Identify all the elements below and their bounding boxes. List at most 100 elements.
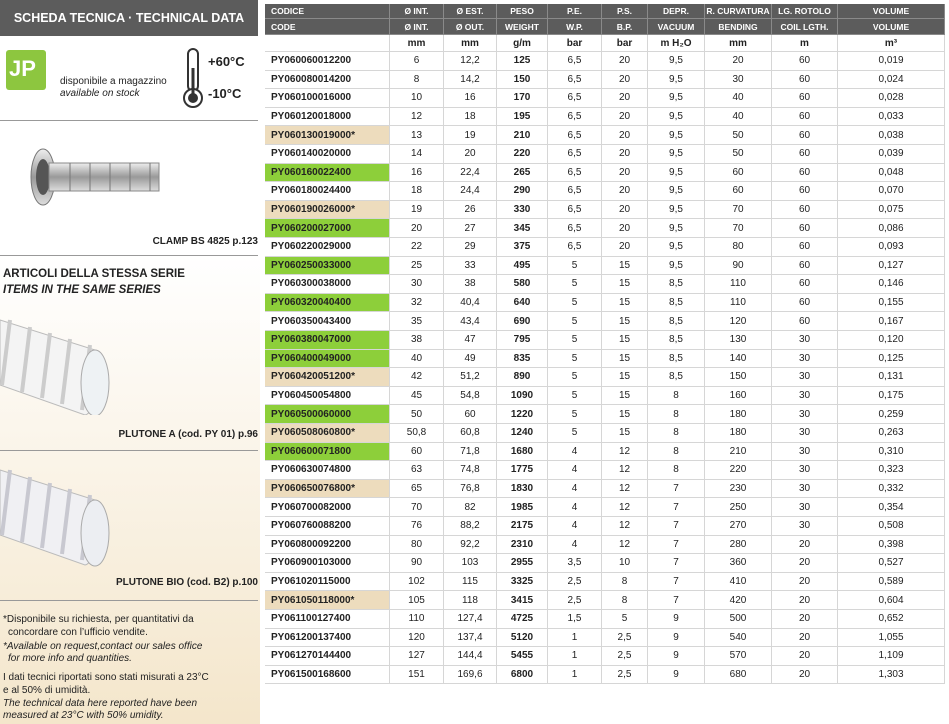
series-it: ARTICOLI DELLA STESSA SERIE bbox=[3, 268, 185, 280]
value-cell: 1985 bbox=[497, 498, 548, 517]
value-cell: 15 bbox=[602, 349, 648, 369]
header-cell: LG. ROTOLO bbox=[772, 4, 838, 19]
value-cell: 2,5 bbox=[602, 628, 648, 648]
value-cell: 127 bbox=[390, 647, 444, 666]
value-cell: 3325 bbox=[497, 572, 548, 592]
value-cell: 8 bbox=[648, 461, 705, 480]
value-cell: 12 bbox=[602, 442, 648, 462]
value-cell: 22,4 bbox=[444, 163, 497, 183]
value-cell: 20 bbox=[772, 647, 838, 666]
value-cell: 30 bbox=[772, 442, 838, 462]
value-cell: 4 bbox=[548, 442, 602, 462]
value-cell: 20 bbox=[772, 665, 838, 685]
value-cell: 60 bbox=[772, 200, 838, 220]
value-cell: 6,5 bbox=[548, 163, 602, 183]
value-cell: 3,5 bbox=[548, 554, 602, 573]
value-cell: 60 bbox=[772, 312, 838, 331]
value-cell: 6,5 bbox=[548, 182, 602, 201]
value-cell: 8,5 bbox=[648, 312, 705, 331]
value-cell: 580 bbox=[497, 275, 548, 294]
value-cell: 38 bbox=[390, 331, 444, 350]
value-cell: 0,033 bbox=[838, 107, 945, 127]
value-cell: 110 bbox=[390, 610, 444, 629]
value-cell: 2310 bbox=[497, 535, 548, 555]
value-cell: 10 bbox=[390, 89, 444, 108]
value-cell: 1830 bbox=[497, 479, 548, 499]
clamp-image bbox=[30, 148, 160, 206]
value-cell: 2955 bbox=[497, 554, 548, 573]
value-cell: 15 bbox=[602, 386, 648, 406]
value-cell: 640 bbox=[497, 293, 548, 313]
value-cell: 60 bbox=[772, 275, 838, 294]
value-cell: 4 bbox=[548, 498, 602, 517]
unit-cell: bar bbox=[548, 35, 602, 52]
value-cell: 4 bbox=[548, 461, 602, 480]
value-cell: 29 bbox=[444, 238, 497, 257]
value-cell: 32 bbox=[390, 293, 444, 313]
value-cell: 6,5 bbox=[548, 145, 602, 164]
value-cell: 7 bbox=[648, 572, 705, 592]
value-cell: 30 bbox=[772, 498, 838, 517]
value-cell: 71,8 bbox=[444, 442, 497, 462]
note-line: *Disponibile su richiesta, per quantitat… bbox=[3, 614, 194, 625]
value-cell: 0,028 bbox=[838, 89, 945, 108]
value-cell: 60 bbox=[705, 163, 772, 183]
code-cell: PY060900103000 bbox=[265, 554, 390, 573]
value-cell: 50 bbox=[390, 405, 444, 424]
value-cell: 410 bbox=[705, 572, 772, 592]
value-cell: 12 bbox=[602, 461, 648, 480]
header-cell: COIL LGTH. bbox=[772, 19, 838, 35]
value-cell: 150 bbox=[497, 70, 548, 90]
value-cell: 5 bbox=[548, 275, 602, 294]
value-cell: 7 bbox=[648, 535, 705, 555]
value-cell: 30 bbox=[772, 331, 838, 350]
value-cell: 18 bbox=[444, 107, 497, 127]
header-cell: VOLUME bbox=[838, 4, 945, 19]
value-cell: 30 bbox=[705, 70, 772, 90]
value-cell: 0,652 bbox=[838, 610, 945, 629]
value-cell: 60 bbox=[772, 89, 838, 108]
value-cell: 20 bbox=[602, 52, 648, 71]
unit-cell bbox=[265, 35, 390, 52]
value-cell: 5455 bbox=[497, 647, 548, 666]
temp-max: +60°C bbox=[208, 54, 245, 69]
value-cell: 180 bbox=[705, 405, 772, 424]
code-cell: PY060700082000 bbox=[265, 498, 390, 517]
header-cell: Ø INT. bbox=[390, 4, 444, 19]
value-cell: 0,038 bbox=[838, 126, 945, 145]
code-cell: PY060140020000 bbox=[265, 145, 390, 164]
value-cell: 5 bbox=[548, 405, 602, 424]
value-cell: 70 bbox=[390, 498, 444, 517]
value-cell: 230 bbox=[705, 479, 772, 499]
code-cell: PY060160022400 bbox=[265, 163, 390, 183]
value-cell: 9,5 bbox=[648, 70, 705, 90]
value-cell: 137,4 bbox=[444, 628, 497, 648]
value-cell: 50 bbox=[705, 126, 772, 145]
value-cell: 60 bbox=[772, 126, 838, 145]
side-title: SCHEDA TECNICA · TECHNICAL DATA bbox=[13, 11, 245, 25]
header-cell: P.S. bbox=[602, 4, 648, 19]
value-cell: 0,508 bbox=[838, 517, 945, 536]
value-cell: 2,5 bbox=[548, 572, 602, 592]
value-cell: 30 bbox=[772, 349, 838, 369]
value-cell: 5 bbox=[548, 331, 602, 350]
value-cell: 835 bbox=[497, 349, 548, 369]
stock-en: available on stock bbox=[60, 88, 140, 99]
value-cell: 12 bbox=[390, 107, 444, 127]
value-cell: 0,398 bbox=[838, 535, 945, 555]
value-cell: 120 bbox=[705, 312, 772, 331]
code-cell: PY060250033000 bbox=[265, 256, 390, 276]
value-cell: 19 bbox=[444, 126, 497, 145]
value-cell: 5 bbox=[548, 386, 602, 406]
value-cell: 195 bbox=[497, 107, 548, 127]
code-cell: PY060380047000 bbox=[265, 331, 390, 350]
value-cell: 40 bbox=[390, 349, 444, 369]
value-cell: 82 bbox=[444, 498, 497, 517]
value-cell: 9 bbox=[648, 610, 705, 629]
code-cell: PY060100016000 bbox=[265, 89, 390, 108]
side-panel: SCHEDA TECNICA · TECHNICAL DATA JP dispo… bbox=[0, 0, 260, 724]
hose-image bbox=[0, 469, 110, 567]
header-cell: VACUUM bbox=[648, 19, 705, 35]
value-cell: 210 bbox=[497, 126, 548, 145]
value-cell: 9,5 bbox=[648, 163, 705, 183]
